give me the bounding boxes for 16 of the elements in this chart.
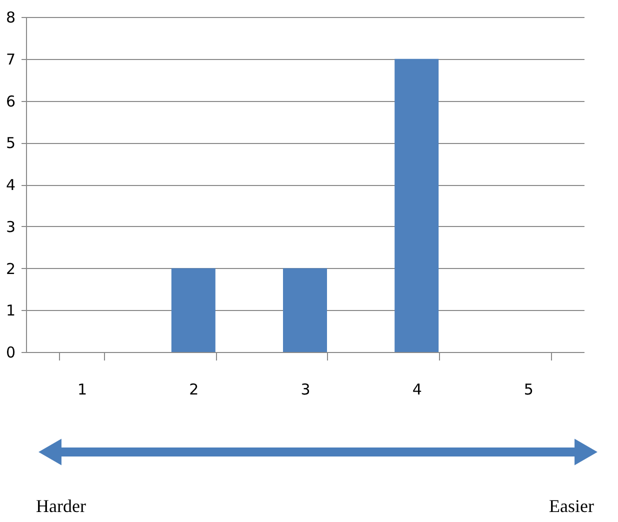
x-tick-label: 5: [524, 380, 534, 398]
y-tick-label: 8: [6, 8, 16, 26]
x-tick-label: 2: [189, 380, 199, 398]
y-tick-label: 6: [6, 92, 16, 110]
x-tick-label: 3: [300, 380, 310, 398]
y-tick-label: 0: [6, 344, 16, 362]
y-tick-label: 1: [6, 302, 16, 320]
y-tick-label: 7: [6, 50, 16, 68]
y-tick-label: 4: [6, 176, 16, 194]
y-tick-label: 3: [6, 218, 16, 236]
y-tick-label: 2: [6, 260, 16, 278]
text: Easier: [549, 496, 594, 516]
x-tick-label: 1: [78, 380, 88, 398]
text: Harder: [36, 496, 86, 516]
x-tick-label: 4: [412, 380, 422, 398]
y-tick-label: 5: [6, 134, 16, 152]
